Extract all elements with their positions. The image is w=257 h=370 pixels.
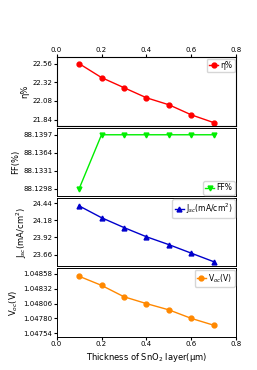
Line: J$_{sc}$(mA/cm$^2$): J$_{sc}$(mA/cm$^2$) (77, 204, 216, 264)
J$_{sc}$(mA/cm$^2$) (145, 235, 148, 239)
η% (190, 113, 193, 117)
Line: V$_{oc}$(V): V$_{oc}$(V) (77, 274, 216, 328)
V$_{oc}$(V) (145, 302, 148, 306)
Line: η%: η% (77, 61, 216, 125)
FF% (190, 132, 193, 137)
FF% (100, 132, 103, 137)
V$_{oc}$(V) (190, 316, 193, 321)
FF% (145, 132, 148, 137)
η% (145, 95, 148, 100)
Y-axis label: J$_{sc}$(mA/cm$^2$): J$_{sc}$(mA/cm$^2$) (15, 207, 30, 258)
η% (122, 85, 125, 90)
V$_{oc}$(V) (78, 274, 81, 279)
FF% (212, 132, 215, 137)
V$_{oc}$(V) (168, 308, 171, 312)
Y-axis label: η%: η% (21, 85, 30, 98)
η% (168, 102, 171, 107)
η% (78, 61, 81, 66)
Y-axis label: V$_{oc}$(V): V$_{oc}$(V) (8, 289, 21, 316)
FF% (122, 132, 125, 137)
FF% (78, 187, 81, 191)
V$_{oc}$(V) (212, 323, 215, 327)
Legend: J$_{sc}$(mA/cm$^2$): J$_{sc}$(mA/cm$^2$) (172, 199, 235, 218)
Legend: η%: η% (207, 59, 235, 73)
FF% (168, 132, 171, 137)
J$_{sc}$(mA/cm$^2$) (168, 242, 171, 247)
V$_{oc}$(V) (122, 295, 125, 299)
J$_{sc}$(mA/cm$^2$) (190, 251, 193, 255)
J$_{sc}$(mA/cm$^2$) (78, 204, 81, 208)
Legend: V$_{oc}$(V): V$_{oc}$(V) (195, 270, 235, 287)
V$_{oc}$(V) (100, 283, 103, 287)
Line: FF%: FF% (77, 132, 216, 191)
J$_{sc}$(mA/cm$^2$) (122, 225, 125, 230)
Y-axis label: FF(%): FF(%) (11, 150, 20, 174)
J$_{sc}$(mA/cm$^2$) (212, 260, 215, 264)
η% (212, 121, 215, 125)
X-axis label: Thickness of SnO$_2$ layer(μm): Thickness of SnO$_2$ layer(μm) (86, 351, 207, 364)
η% (100, 75, 103, 80)
J$_{sc}$(mA/cm$^2$) (100, 215, 103, 220)
Legend: FF%: FF% (203, 181, 235, 195)
